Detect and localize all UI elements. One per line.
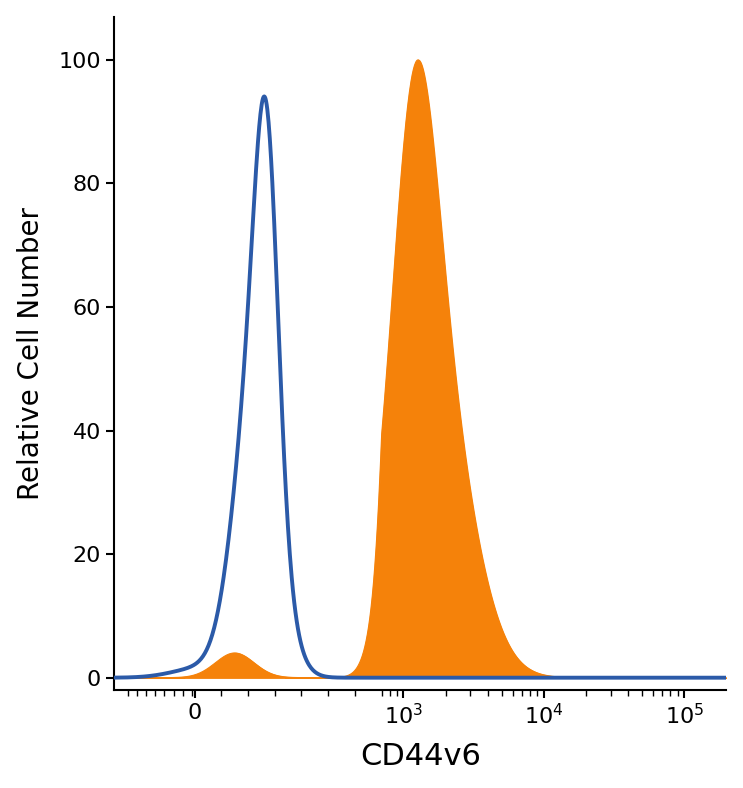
Y-axis label: Relative Cell Number: Relative Cell Number	[16, 207, 45, 500]
X-axis label: CD44v6: CD44v6	[360, 742, 481, 771]
